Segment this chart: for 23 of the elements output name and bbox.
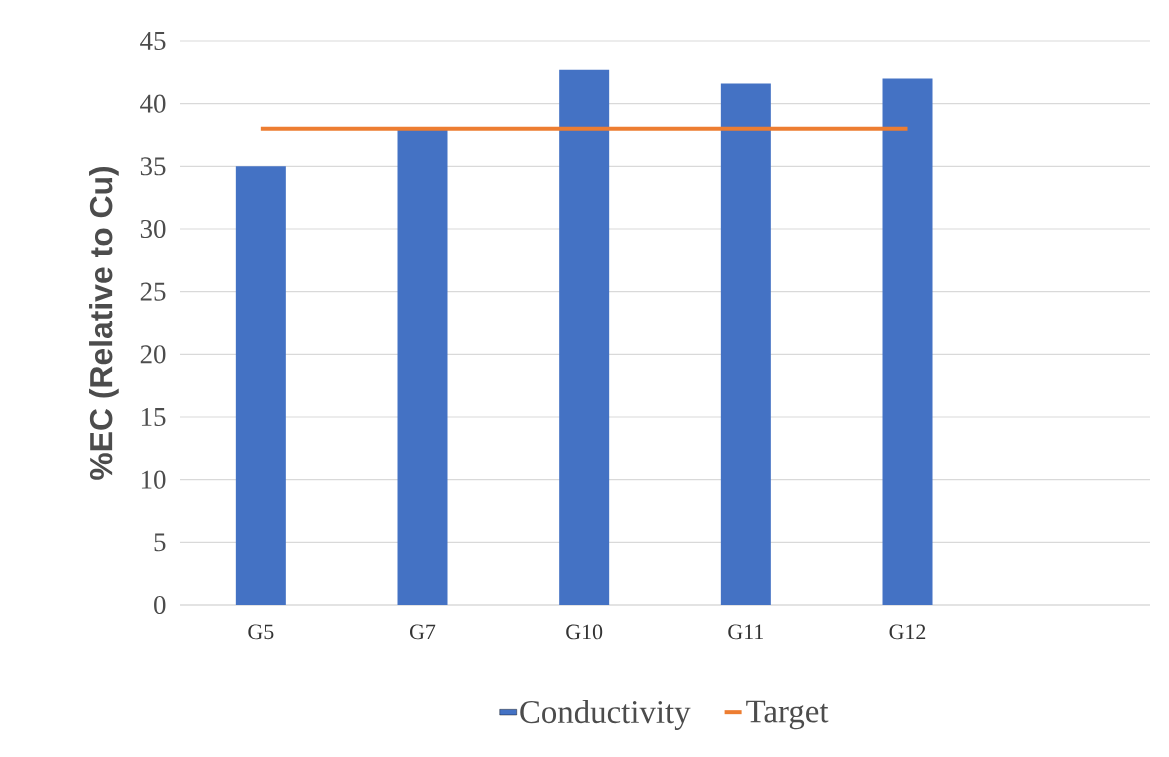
bar (882, 78, 933, 605)
bar (559, 69, 610, 605)
y-tick-label: 25 (140, 282, 166, 301)
y-tick-label: 35 (140, 157, 166, 176)
x-tick-label: G7 (410, 624, 436, 640)
y-tick-label: 0 (154, 595, 166, 615)
x-tick-label: G5 (248, 624, 274, 640)
bar (397, 128, 448, 605)
y-tick-label: 20 (140, 345, 166, 364)
y-tick-label: 10 (141, 470, 166, 489)
x-tick-label: G12 (889, 624, 926, 640)
bar (720, 83, 771, 605)
y-axis-title: %EC (Relative to Cu) (89, 166, 119, 480)
y-tick-label: 30 (140, 219, 166, 239)
y-tick-label: 45 (140, 32, 166, 50)
x-tick-label: G10 (566, 624, 603, 640)
legend-label: Conductivity (520, 700, 691, 730)
y-tick-label: 15 (141, 407, 166, 427)
bar (235, 166, 286, 605)
x-tick-label: G11 (728, 624, 763, 640)
y-tick-label: 40 (140, 94, 166, 113)
y-tick-label: 5 (154, 533, 166, 552)
legend-label: Target (746, 700, 829, 730)
